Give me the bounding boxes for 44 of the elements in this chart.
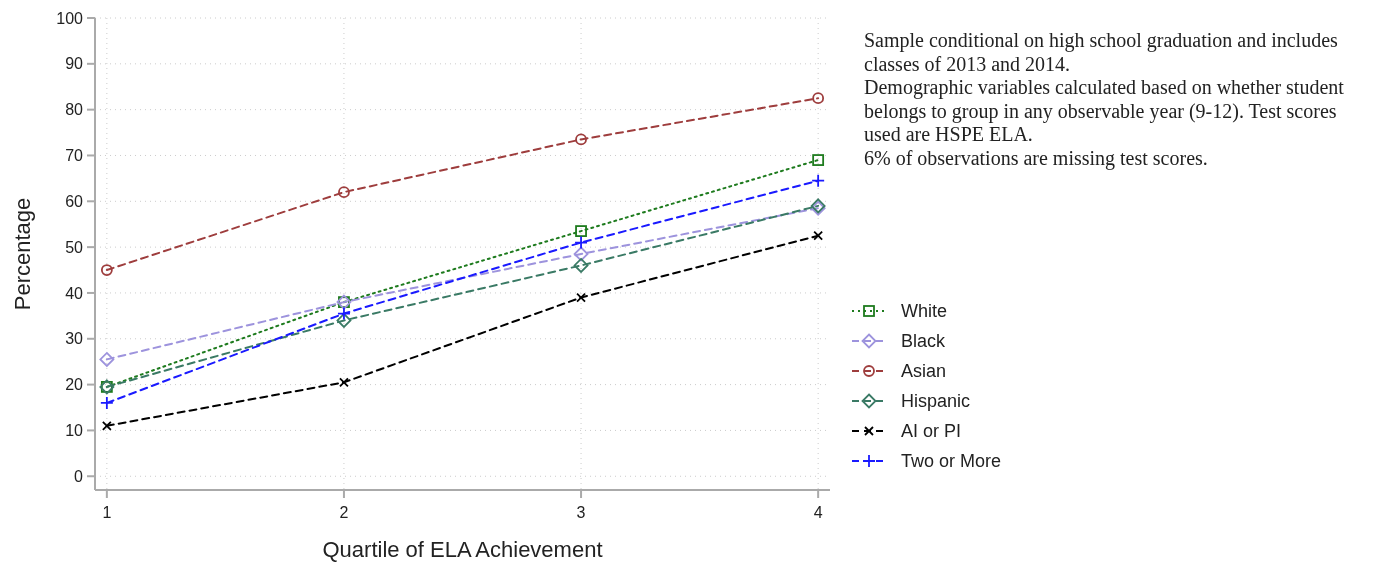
y-tick-label: 20	[65, 376, 84, 394]
text: Sample conditional on high school graduation and includes classes of 2013 and 2014.	[864, 29, 1339, 75]
point	[338, 186, 350, 199]
point	[573, 246, 589, 262]
point	[813, 230, 824, 241]
point	[575, 225, 587, 237]
y-tick-label: 100	[56, 9, 84, 27]
legend-label: Black	[901, 331, 947, 352]
point	[576, 292, 586, 303]
y-tick-label: 10	[65, 422, 84, 440]
x-tick-label: 1	[102, 504, 112, 521]
point	[812, 92, 825, 105]
point	[575, 133, 587, 146]
point	[573, 258, 589, 273]
y-tick-label: 50	[65, 238, 84, 256]
point	[336, 313, 352, 328]
point	[101, 420, 112, 431]
y-tick-label: 70	[65, 147, 84, 165]
y-tick-label: 40	[65, 284, 84, 302]
y-tick-label: 30	[65, 330, 84, 348]
point	[574, 235, 588, 250]
point	[812, 154, 825, 166]
point	[339, 377, 349, 388]
legend-label: Asian	[901, 361, 947, 382]
y-axis-title: Percentage	[10, 197, 35, 311]
text: Demographic variables calculated based on whether student belongs to group in any observable year (9-12). Test scores used are HSPE ELA.	[864, 76, 1345, 145]
legend-label: AI or PI	[901, 421, 962, 442]
legend-label: Hispanic	[901, 391, 971, 412]
text: 6% of observations are missing test scores.	[864, 146, 1208, 170]
y-tick-label: 0	[74, 467, 84, 485]
x-tick-label: 3	[576, 504, 586, 521]
x-tick-label: 4	[813, 504, 823, 521]
y-tick-label: 80	[65, 101, 84, 119]
x-tick-label: 2	[339, 504, 349, 521]
point	[100, 264, 113, 276]
y-tick-label: 90	[65, 55, 84, 73]
point	[337, 306, 351, 321]
point	[99, 352, 115, 367]
legend-label: Two or More	[901, 451, 1002, 472]
point	[811, 173, 826, 188]
x-axis-title: Quartile of ELA Achievement	[322, 537, 603, 562]
point	[99, 396, 114, 410]
legend-label: White	[901, 301, 948, 322]
y-tick-label: 60	[65, 192, 84, 210]
